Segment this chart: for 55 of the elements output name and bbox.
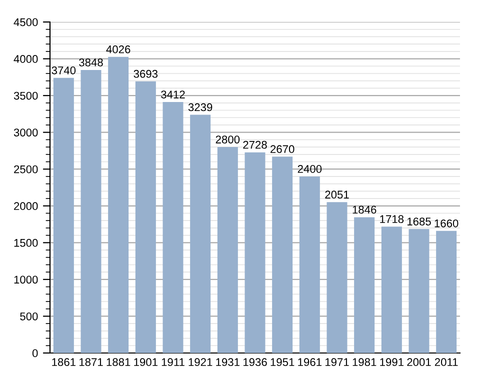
data-label: 2400 (298, 165, 322, 173)
x-tick-label: 1971 (325, 358, 349, 366)
bar (436, 230, 457, 353)
y-tick-label: 500 (20, 312, 38, 320)
x-tick-label: 1911 (162, 358, 184, 366)
bar (244, 152, 266, 353)
data-label: 3740 (52, 66, 76, 74)
data-label: 2670 (270, 145, 294, 154)
bar (408, 229, 430, 353)
x-tick-label: 2001 (407, 358, 431, 366)
x-tick-label: 1881 (106, 358, 130, 366)
x-tick-label: 2011 (434, 358, 458, 366)
data-label: 1846 (352, 206, 376, 214)
data-label: 2051 (325, 190, 349, 199)
bar (217, 147, 238, 353)
x-tick-label: 1936 (243, 358, 267, 366)
x-tick-label: 1991 (380, 358, 404, 366)
x-tick-label: 1901 (134, 358, 158, 366)
y-tick-label: 1500 (14, 238, 38, 247)
bar (162, 102, 184, 353)
x-tick-label: 1981 (352, 358, 376, 366)
bar (299, 176, 320, 353)
data-label: 1660 (434, 219, 458, 228)
bar (135, 81, 156, 353)
bar (80, 70, 102, 353)
x-tick-label: 1961 (298, 358, 322, 366)
data-label: 2800 (216, 136, 240, 144)
bar (354, 217, 375, 353)
x-tick-label: 1921 (188, 358, 212, 366)
x-tick-label: 1951 (270, 358, 294, 366)
y-tick-label: 2000 (14, 202, 38, 210)
y-tick-label: 4500 (14, 18, 38, 26)
x-tick-label: 1931 (216, 358, 240, 366)
y-tick-label: 4000 (14, 55, 38, 63)
bar (53, 78, 74, 353)
data-label: 4026 (106, 45, 130, 54)
y-tick-label: 3500 (14, 92, 38, 100)
data-label: 3412 (161, 90, 185, 98)
data-label: 3239 (188, 103, 212, 112)
bar (190, 114, 211, 353)
data-label: 1685 (407, 218, 431, 226)
y-tick-label: 0 (32, 349, 38, 358)
bar (272, 156, 293, 353)
y-tick-label: 3000 (14, 128, 38, 136)
data-label: 3848 (79, 58, 103, 66)
x-tick-label: 1871 (79, 358, 103, 366)
y-tick-label: 2500 (14, 165, 38, 174)
data-label: 3693 (134, 70, 158, 78)
bar (381, 226, 402, 353)
data-label: 2728 (243, 140, 267, 149)
bar (108, 56, 129, 353)
y-tick-label: 1000 (14, 276, 38, 284)
x-tick-label: 1861 (52, 358, 76, 366)
bar (326, 202, 348, 353)
data-label: 1718 (380, 215, 404, 224)
